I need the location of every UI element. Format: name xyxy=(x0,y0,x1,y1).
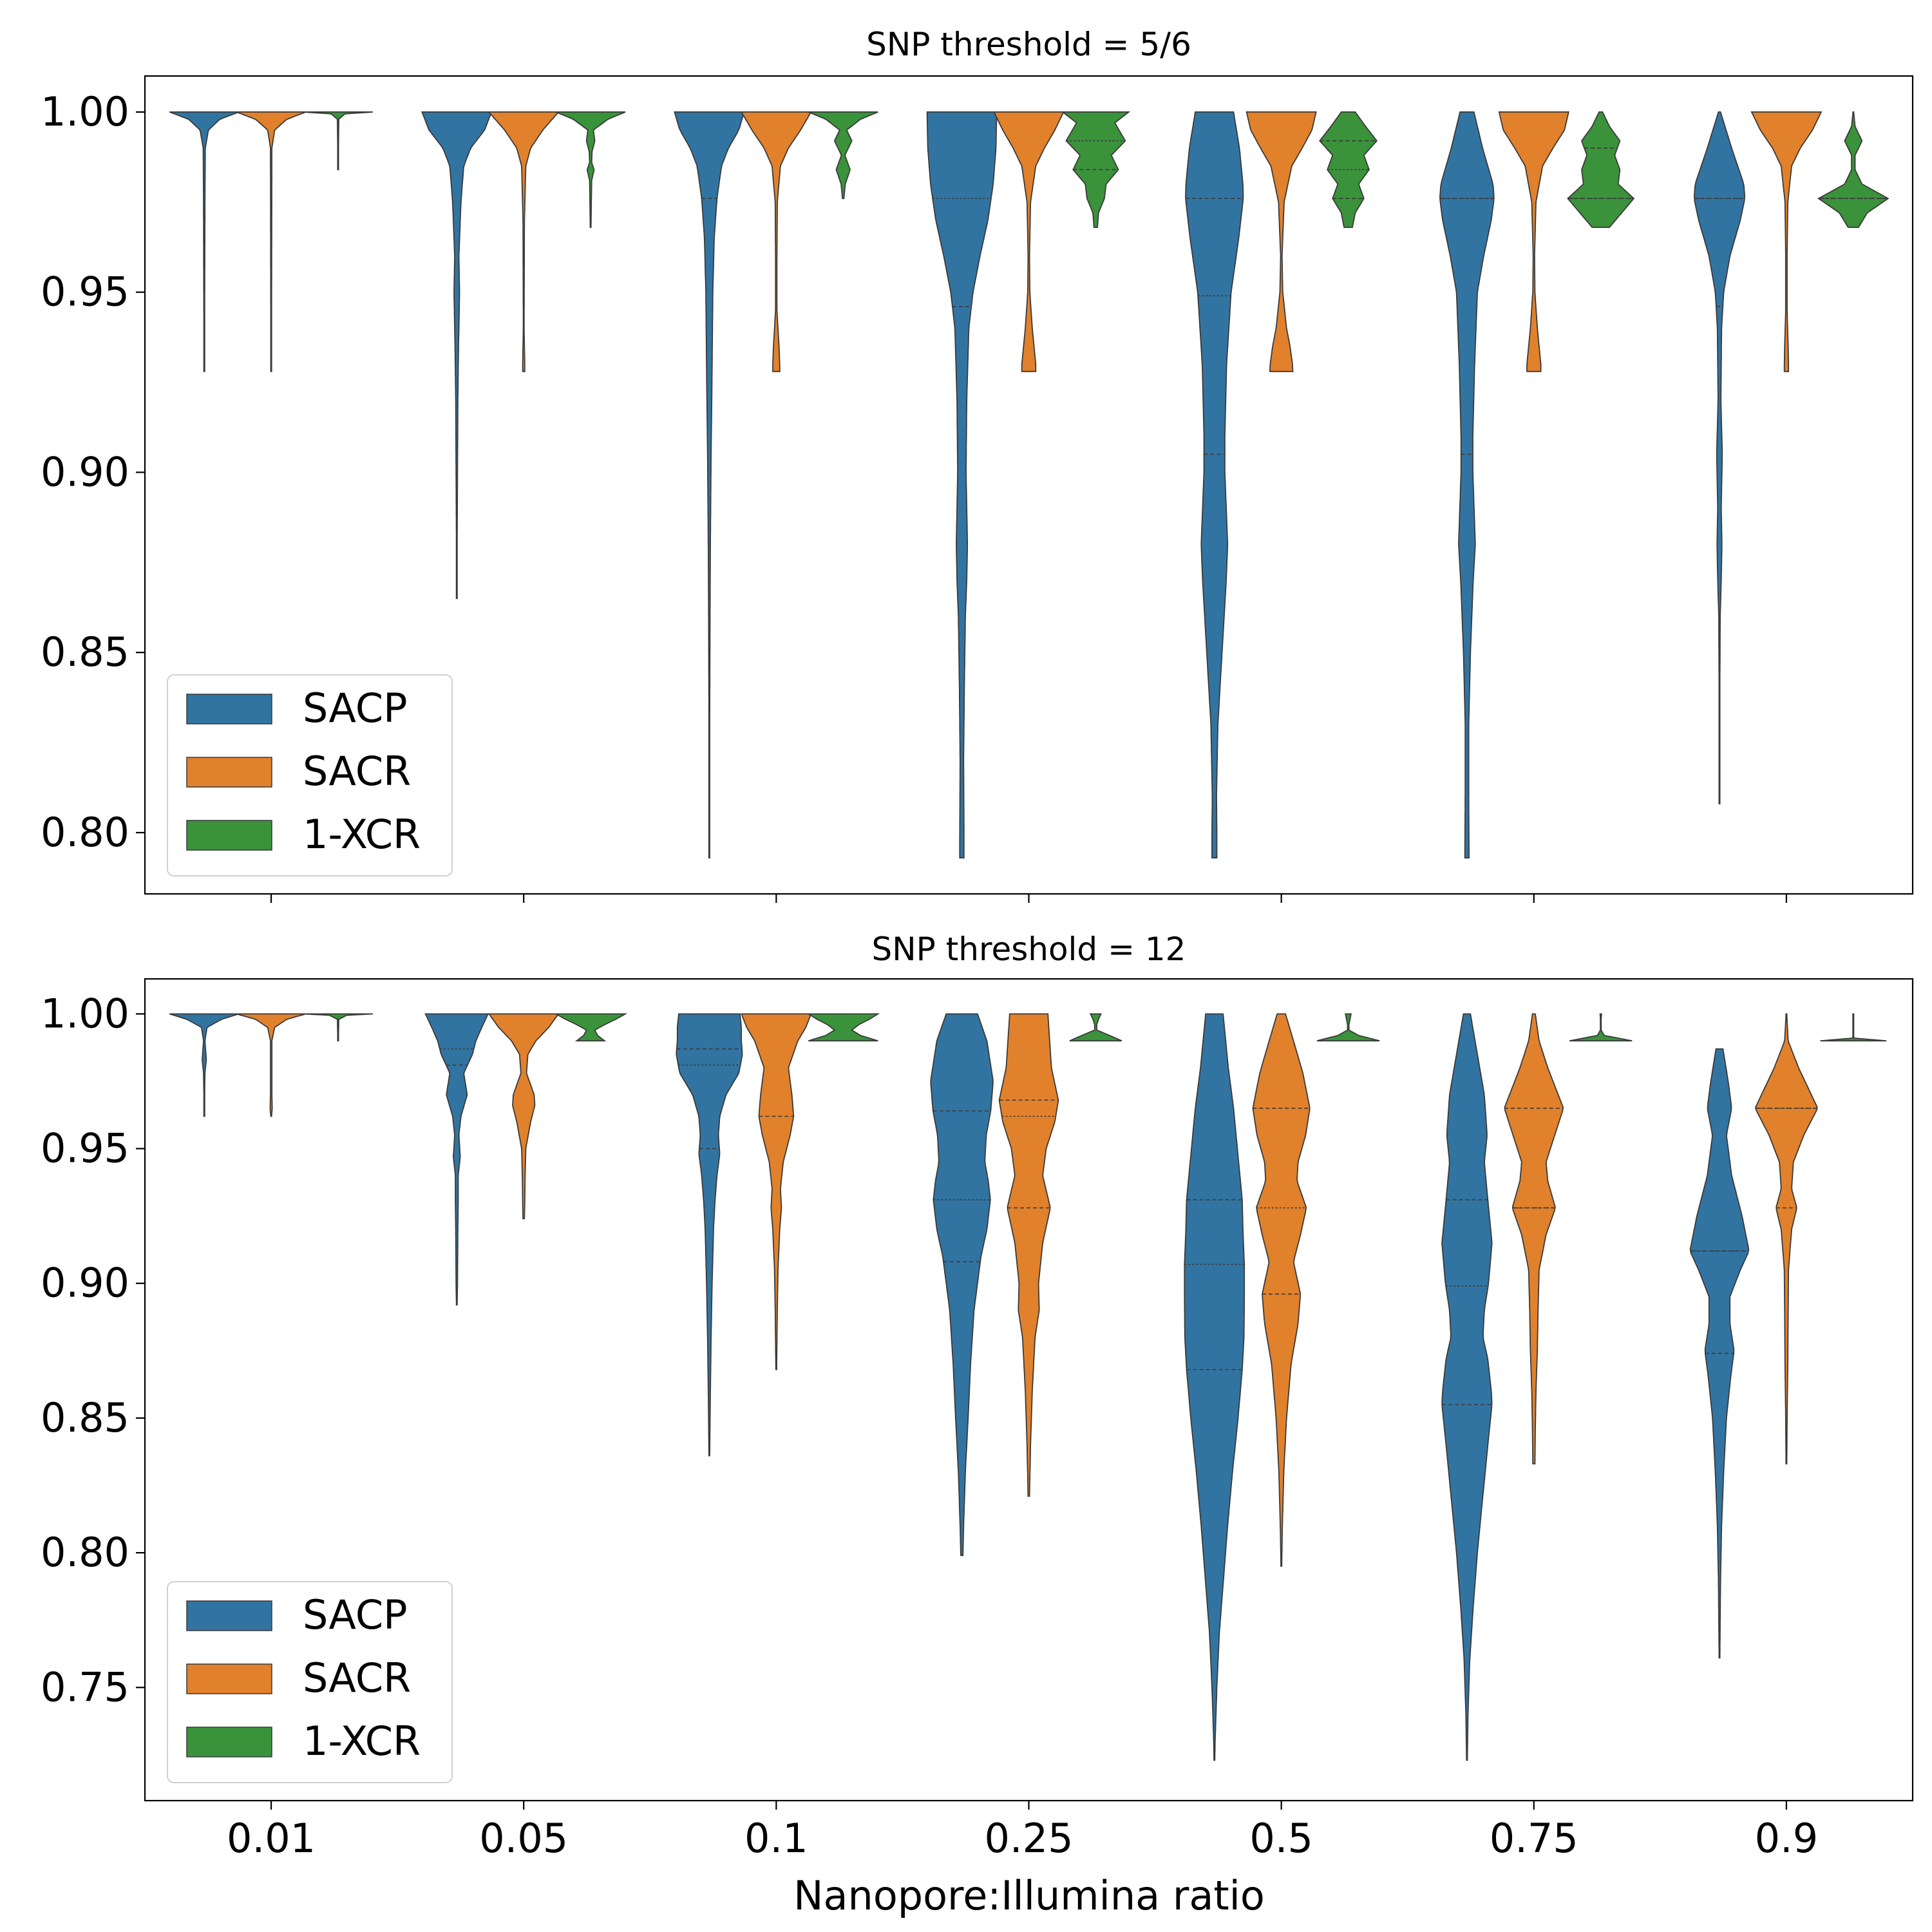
series-SACR xyxy=(236,1013,1818,1567)
violin-SACR-0.1 xyxy=(741,1013,812,1370)
series-1-XCR xyxy=(303,111,1889,228)
y-tick-label: 0.95 xyxy=(41,1125,129,1172)
legend-swatch-1-XCR xyxy=(186,1727,272,1757)
y-tick-label: 0.85 xyxy=(41,629,129,676)
panel-title: SNP threshold = 12 xyxy=(872,931,1186,968)
y-tick-label: 1.00 xyxy=(41,88,129,135)
y-tick-label: 0.95 xyxy=(41,269,129,316)
violin-SACP-0.1 xyxy=(676,1013,743,1457)
violin-SACR-0.05 xyxy=(488,1013,560,1220)
x-axis-label: Nanopore:Illumina ratio xyxy=(793,1872,1265,1919)
violin-SACP-0.05 xyxy=(424,1013,489,1306)
violin-1-XCR-0.5 xyxy=(1316,1013,1380,1042)
x-tick-label: 0.01 xyxy=(227,1815,316,1862)
x-tick-label: 0.75 xyxy=(1490,1815,1578,1862)
violin-SACR-0.1 xyxy=(740,111,812,372)
legend-label-SACR: SACR xyxy=(303,748,411,795)
violin-SACR-0.9 xyxy=(1750,111,1823,372)
violin-SACR-0.5 xyxy=(1245,111,1317,372)
legend-swatch-SACR xyxy=(186,757,272,788)
x-tick-label: 0.05 xyxy=(479,1815,568,1862)
violin-1-XCR-0.01 xyxy=(303,111,374,171)
violin-SACP-0.5 xyxy=(1185,111,1244,858)
legend-swatch-SACP xyxy=(186,694,272,724)
y-tick-label: 0.90 xyxy=(41,448,129,495)
series-SACP xyxy=(169,111,1746,858)
violin-1-XCR-0.01 xyxy=(303,1013,374,1042)
violin-SACP-0.01 xyxy=(169,1013,240,1117)
violin-1-XCR-0.1 xyxy=(806,1013,880,1042)
violin-SACR-0.75 xyxy=(1504,1013,1564,1464)
violin-1-XCR-0.1 xyxy=(808,111,878,200)
violin-SACR-0.01 xyxy=(236,111,307,372)
violin-SACR-0.5 xyxy=(1252,1013,1311,1567)
y-tick-label: 0.90 xyxy=(41,1260,129,1307)
violin-SACR-0.75 xyxy=(1498,111,1569,372)
violin-SACR-0.05 xyxy=(488,111,560,372)
violin-1-XCR-0.9 xyxy=(1820,1013,1887,1042)
violin-1-XCR-0.05 xyxy=(555,1013,628,1042)
legend-swatch-1-XCR xyxy=(186,820,272,851)
violin-1-XCR-0.75 xyxy=(1569,1013,1633,1042)
violin-SACR-0.01 xyxy=(236,1013,307,1117)
y-tick-label: 0.85 xyxy=(41,1394,129,1441)
violin-SACP-0.1 xyxy=(674,111,745,858)
series-SACR xyxy=(236,111,1823,372)
series-SACP xyxy=(169,1013,1750,1761)
legend: SACP SACR 1-XCR xyxy=(167,674,453,876)
x-tick-label: 0.5 xyxy=(1249,1815,1313,1862)
violin-1-XCR-0.05 xyxy=(555,111,626,228)
panel-2: SNP threshold = 12 0.75 0.80 0.85 0.90 0.95 1.… xyxy=(41,931,1914,1862)
legend: SACP SACR 1-XCR xyxy=(167,1581,453,1783)
panel-1: SNP threshold = 5/6 0.80 0.85 0.90 0.95 1.00 S… xyxy=(41,26,1914,903)
violin-SACP-0.5 xyxy=(1184,1013,1245,1761)
series-1-XCR xyxy=(303,1013,1887,1042)
panel-title: SNP threshold = 5/6 xyxy=(866,26,1191,63)
legend-label-SACP: SACP xyxy=(303,1591,408,1638)
violin-SACP-0.25 xyxy=(930,1013,994,1557)
legend-label-1-XCR: 1-XCR xyxy=(303,1718,421,1765)
y-tick-label: 0.75 xyxy=(41,1663,129,1710)
x-tick-label: 0.9 xyxy=(1755,1815,1819,1862)
violin-SACP-0.01 xyxy=(169,111,240,372)
legend-label-SACR: SACR xyxy=(303,1654,411,1701)
violin-SACP-0.25 xyxy=(926,111,998,858)
legend-label-1-XCR: 1-XCR xyxy=(303,811,421,858)
violin-SACR-0.25 xyxy=(993,111,1065,372)
violin-SACP-0.75 xyxy=(1439,111,1495,858)
violin-SACP-0.05 xyxy=(421,111,493,600)
violin-SACR-0.25 xyxy=(998,1013,1059,1497)
y-tick-label: 1.00 xyxy=(41,990,129,1037)
violin-SACP-0.75 xyxy=(1441,1013,1493,1761)
legend-swatch-SACR xyxy=(186,1663,272,1694)
violin-SACR-0.9 xyxy=(1755,1013,1818,1464)
violin-1-XCR-0.25 xyxy=(1069,1013,1122,1042)
violin-SACP-0.9 xyxy=(1693,111,1746,804)
y-tick-label: 0.80 xyxy=(41,809,129,856)
legend-label-SACP: SACP xyxy=(303,685,408,732)
y-tick-label: 0.80 xyxy=(41,1529,129,1576)
x-tick-label: 0.25 xyxy=(984,1815,1073,1862)
x-tick-label: 0.1 xyxy=(744,1815,808,1862)
legend-swatch-SACP xyxy=(186,1600,272,1631)
